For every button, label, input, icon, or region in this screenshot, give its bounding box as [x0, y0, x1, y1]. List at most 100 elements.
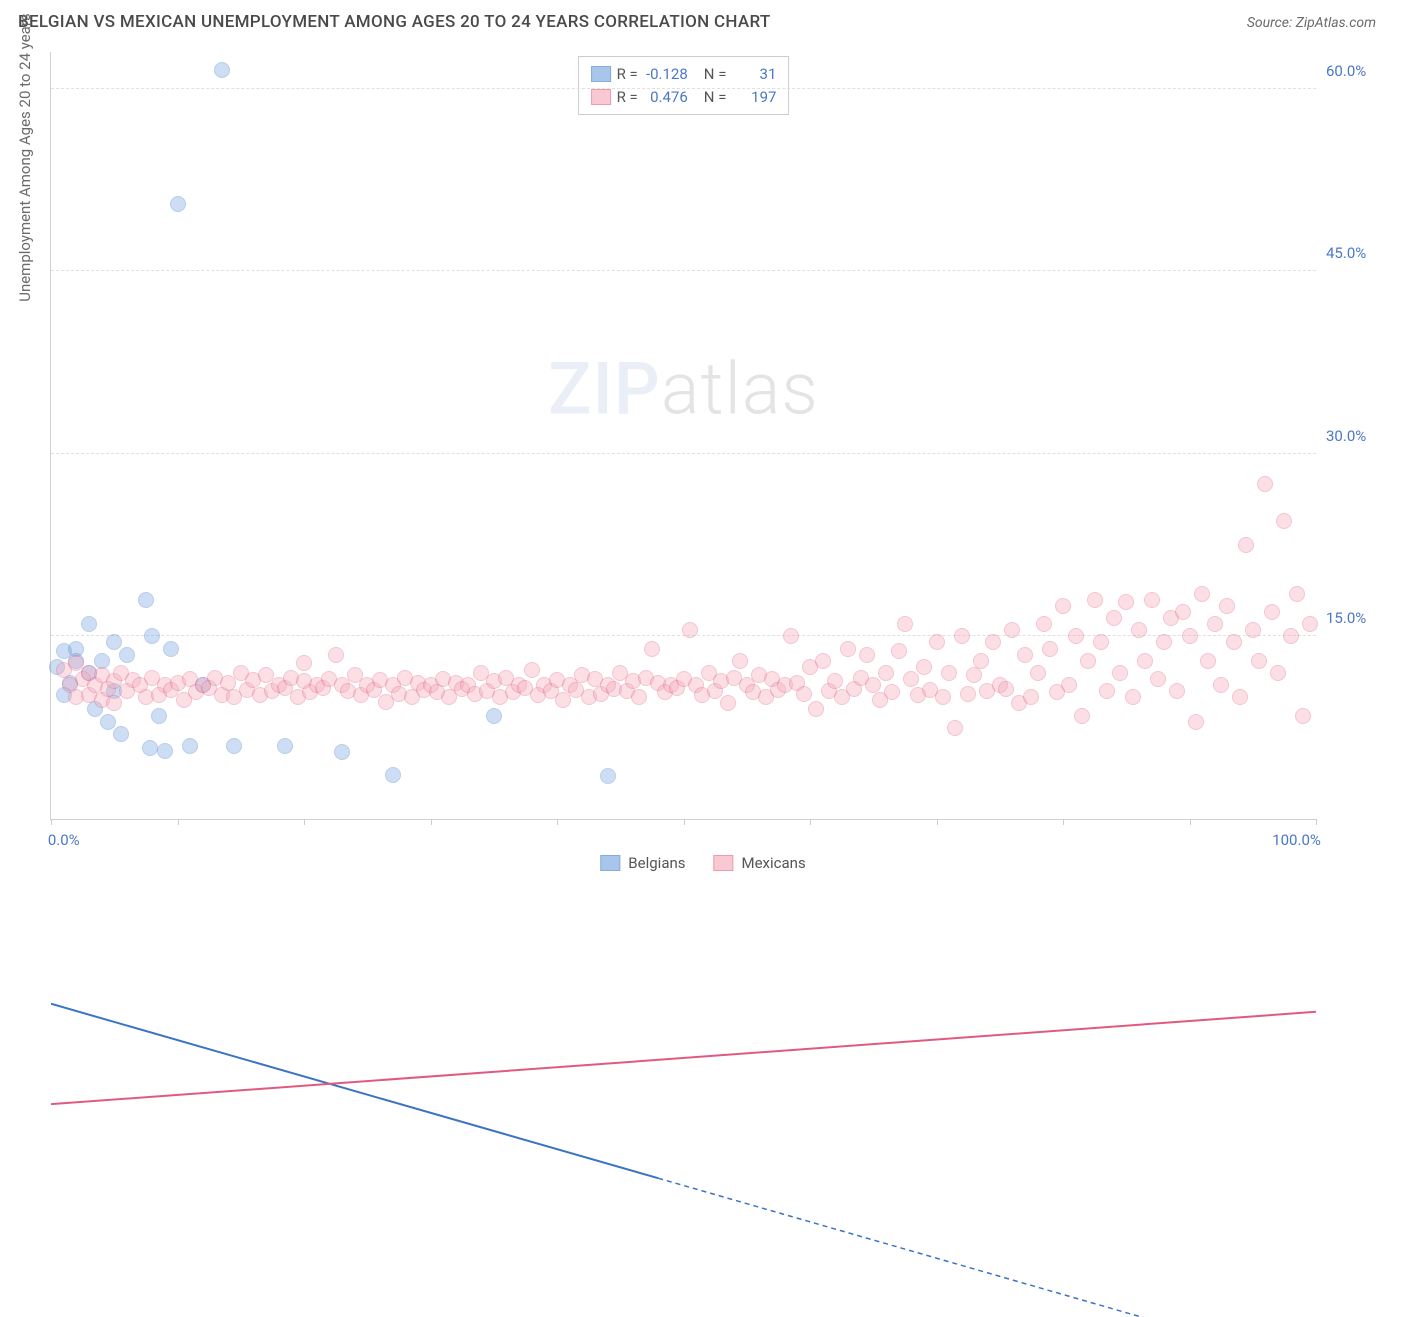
- x-tick-label: 100.0%: [1272, 831, 1321, 849]
- mexicans-marker: [644, 641, 660, 657]
- x-tick: [937, 819, 938, 825]
- mexicans-marker: [1131, 622, 1147, 638]
- y-axis-label: Unemployment Among Ages 20 to 24 years: [16, 13, 34, 301]
- mexicans-marker: [1200, 653, 1216, 669]
- belgians-marker: [138, 592, 154, 608]
- mexicans-marker: [296, 655, 312, 671]
- x-tick: [684, 819, 685, 825]
- x-tick: [304, 819, 305, 825]
- mexicans-marker: [1213, 677, 1229, 693]
- mexicans-marker: [1270, 665, 1286, 681]
- mexicans-marker: [1144, 592, 1160, 608]
- mexicans-marker: [1118, 594, 1134, 610]
- belgians-marker: [163, 641, 179, 657]
- stats-row-belgians: R =-0.128N =31: [591, 63, 777, 86]
- mexicans-marker: [1061, 677, 1077, 693]
- mexicans-marker: [916, 659, 932, 675]
- mexicans-marker: [808, 701, 824, 717]
- chart-title: BELGIAN VS MEXICAN UNEMPLOYMENT AMONG AG…: [18, 12, 771, 32]
- y-tick-label: 15.0%: [1326, 609, 1386, 627]
- legend-item-mexicans: Mexicans: [714, 854, 806, 872]
- mexicans-marker: [1302, 616, 1318, 632]
- y-tick-label: 60.0%: [1326, 62, 1386, 80]
- mexicans-marker: [631, 689, 647, 705]
- legend: BelgiansMexicans: [600, 854, 805, 872]
- mexicans-marker: [1023, 689, 1039, 705]
- x-tick: [1190, 819, 1191, 825]
- mexicans-marker: [328, 647, 344, 663]
- mexicans-marker: [1156, 634, 1172, 650]
- mexicans-marker: [1251, 653, 1267, 669]
- mexicans-marker: [815, 653, 831, 669]
- mexicans-marker: [796, 686, 812, 702]
- mexicans-marker: [1004, 622, 1020, 638]
- mexicans-marker: [1042, 641, 1058, 657]
- mexicans-marker: [1055, 598, 1071, 614]
- belgians-marker: [94, 653, 110, 669]
- x-tick: [1316, 819, 1317, 825]
- mexicans-marker: [1207, 616, 1223, 632]
- mexicans-marker: [973, 653, 989, 669]
- mexicans-marker: [1257, 476, 1273, 492]
- mexicans-marker: [985, 634, 1001, 650]
- mexicans-marker: [947, 720, 963, 736]
- chart-area: ZIPatlas R =-0.128N =31R =0.476N =197 15…: [50, 52, 1316, 820]
- belgians-marker: [100, 714, 116, 730]
- x-tick: [51, 819, 52, 825]
- belgians-marker: [157, 743, 173, 759]
- mexicans-marker: [720, 695, 736, 711]
- mexicans-marker: [106, 695, 122, 711]
- y-tick-label: 45.0%: [1326, 244, 1386, 262]
- belgians-marker: [106, 634, 122, 650]
- x-tick: [810, 819, 811, 825]
- mexicans-marker: [1182, 628, 1198, 644]
- mexicans-marker: [891, 643, 907, 659]
- mexicans-marker: [941, 665, 957, 681]
- mexicans-marker: [1169, 683, 1185, 699]
- belgians-marker: [81, 616, 97, 632]
- mexicans-marker: [954, 628, 970, 644]
- mexicans-marker: [1068, 628, 1084, 644]
- mexicans-marker: [1276, 513, 1292, 529]
- source-label: Source: ZipAtlas.com: [1247, 15, 1376, 31]
- mexicans-marker: [1188, 714, 1204, 730]
- x-tick: [1063, 819, 1064, 825]
- belgians-marker: [113, 726, 129, 742]
- mexicans-marker: [1112, 665, 1128, 681]
- watermark: ZIPatlas: [548, 347, 819, 432]
- mexicans-marker: [929, 634, 945, 650]
- x-tick: [557, 819, 558, 825]
- belgians-marker: [385, 767, 401, 783]
- mexicans-marker: [935, 689, 951, 705]
- belgians-marker: [170, 196, 186, 212]
- mexicans-marker: [1074, 708, 1090, 724]
- mexicans-marker: [1219, 598, 1235, 614]
- mexicans-marker: [1106, 610, 1122, 626]
- stats-row-mexicans: R =0.476N =197: [591, 86, 777, 109]
- mexicans-marker: [840, 641, 856, 657]
- mexicans-marker: [1030, 665, 1046, 681]
- mexicans-marker: [966, 667, 982, 683]
- belgians-marker: [226, 738, 242, 754]
- mexicans-marker: [998, 681, 1014, 697]
- belgians-marker: [142, 740, 158, 756]
- x-tick: [431, 819, 432, 825]
- belgians-marker: [144, 628, 160, 644]
- mexicans-marker: [1194, 586, 1210, 602]
- mexicans-marker: [1232, 689, 1248, 705]
- mexicans-marker: [903, 671, 919, 687]
- belgians-marker: [277, 738, 293, 754]
- mexicans-marker: [1264, 604, 1280, 620]
- mexicans-marker: [1080, 653, 1096, 669]
- mexicans-marker: [884, 684, 900, 700]
- plot-region: ZIPatlas R =-0.128N =31R =0.476N =197 15…: [50, 52, 1316, 820]
- mexicans-marker: [1289, 586, 1305, 602]
- mexicans-marker: [524, 662, 540, 678]
- mexicans-marker: [1137, 653, 1153, 669]
- mexicans-marker: [1283, 628, 1299, 644]
- mexicans-marker: [865, 677, 881, 693]
- belgians-marker: [334, 744, 350, 760]
- mexicans-marker: [732, 653, 748, 669]
- mexicans-marker: [1226, 634, 1242, 650]
- gridline: [51, 270, 1316, 271]
